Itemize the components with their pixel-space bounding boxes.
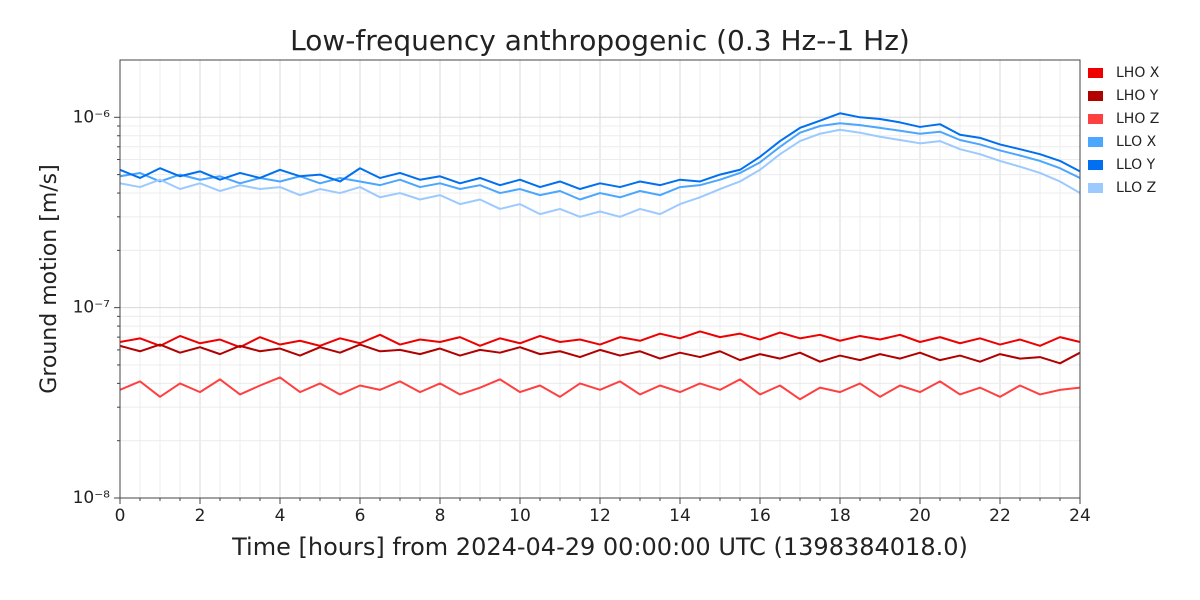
x-tick-label: 24: [1069, 506, 1091, 526]
series-line: [119, 343, 1081, 365]
x-tick-label: 0: [115, 506, 126, 526]
x-tick-label: 4: [275, 506, 286, 526]
legend-label: LLO Y: [1116, 157, 1156, 173]
series-line: [119, 330, 1081, 349]
series-line: [119, 112, 1081, 191]
legend-swatch: [1088, 68, 1103, 78]
x-tick-label: 12: [589, 506, 611, 526]
x-tick-label: 18: [829, 506, 851, 526]
legend-label: LLO X: [1116, 134, 1157, 150]
x-tick-label: 20: [909, 506, 931, 526]
legend-swatch: [1088, 137, 1103, 147]
x-tick-label: 2: [195, 506, 206, 526]
x-tick-label: 16: [749, 506, 771, 526]
series-line: [119, 376, 1081, 401]
legend-swatch: [1088, 91, 1103, 101]
legend-label: LLO Z: [1116, 180, 1156, 196]
legend-label: LHO Z: [1116, 111, 1159, 127]
y-axis-label: Ground motion [m/s]: [37, 164, 62, 393]
legend-swatch: [1088, 183, 1103, 193]
x-tick-label: 6: [355, 506, 366, 526]
chart-title: Low-frequency anthropogenic (0.3 Hz--1 H…: [290, 24, 910, 57]
series-line: [119, 128, 1081, 218]
y-tick-label: 10⁻⁸: [73, 488, 111, 508]
legend-swatch: [1088, 114, 1103, 124]
plot-lines: [119, 112, 1081, 401]
y-tick-label: 10⁻⁷: [73, 298, 111, 318]
legend-label: LHO Y: [1116, 88, 1159, 104]
series-line: [119, 122, 1081, 201]
x-tick-label: 8: [435, 506, 446, 526]
x-axis-label: Time [hours] from 2024-04-29 00:00:00 UT…: [231, 533, 968, 561]
x-tick-label: 10: [509, 506, 531, 526]
legend: LHO X LHO Y LHO Z LLO X LLO Y LLO Z: [1088, 65, 1160, 196]
x-tick-label: 22: [989, 506, 1011, 526]
y-tick-label: 10⁻⁶: [73, 107, 111, 127]
x-tick-label: 14: [669, 506, 691, 526]
legend-label: LHO X: [1116, 65, 1160, 81]
legend-swatch: [1088, 160, 1103, 170]
